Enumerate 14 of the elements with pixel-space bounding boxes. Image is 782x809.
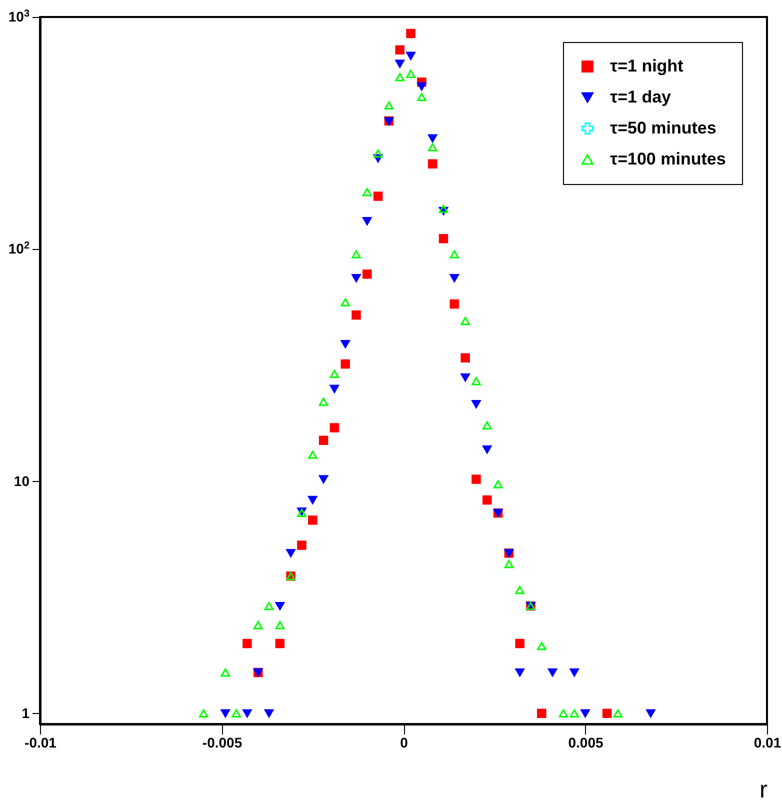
y-tick-label: 10 [14, 472, 30, 489]
x-tick-label: 0.01 [754, 734, 782, 750]
legend-label: τ=1 night [610, 56, 684, 76]
x-tick-label: -0.005 [202, 734, 242, 750]
legend-label: τ=50 minutes [610, 118, 716, 138]
y-tick-label: 10$^{3}$ [8, 8, 30, 24]
y-tick-label: 10$^{2}$ [8, 240, 30, 257]
x-tick-label: 0 [400, 734, 408, 750]
x-tick-label: -0.01 [24, 734, 57, 750]
x-tick-label: 0.005 [568, 734, 604, 750]
legend-label: τ=100 minutes [610, 150, 726, 168]
x-axis-title: r [760, 776, 768, 804]
y-tick-label: 1 [22, 704, 30, 721]
legend-label: τ=1 day [610, 88, 672, 106]
